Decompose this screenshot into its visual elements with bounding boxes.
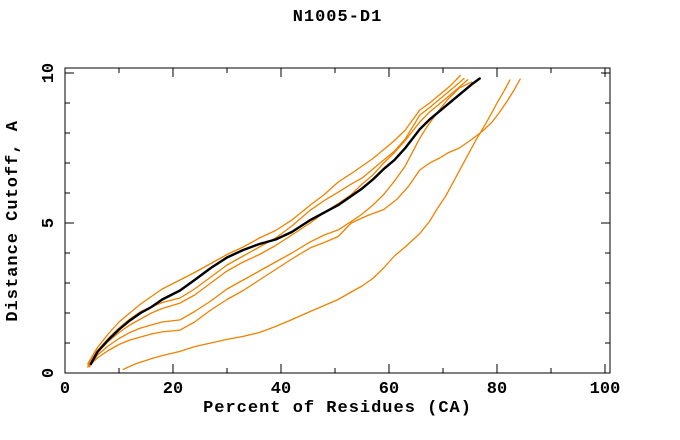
orange-curve-3 (88, 79, 469, 367)
x-axis-label: Percent of Residues (CA) (203, 399, 472, 418)
y-tick-label: 0 (40, 368, 59, 378)
y-tick-label: 5 (40, 218, 59, 228)
orange-curve-6 (122, 79, 511, 371)
x-tick-label: 60 (379, 380, 399, 399)
x-tick-label: 40 (271, 380, 291, 399)
x-tick-label: 80 (487, 380, 507, 399)
orange-curve-2 (87, 77, 465, 367)
y-tick-label: 10 (40, 63, 59, 83)
orange-curve-4 (88, 81, 473, 368)
plot-frame (64, 67, 611, 374)
x-tick-label: 100 (590, 380, 621, 399)
x-tick-label: 0 (60, 380, 70, 399)
black-model-curve (89, 77, 481, 366)
orange-curve-5 (87, 78, 521, 368)
chart-title: N1005-D1 (292, 8, 383, 27)
orange-curve-1 (87, 74, 461, 365)
x-tick-label: 20 (163, 380, 183, 399)
